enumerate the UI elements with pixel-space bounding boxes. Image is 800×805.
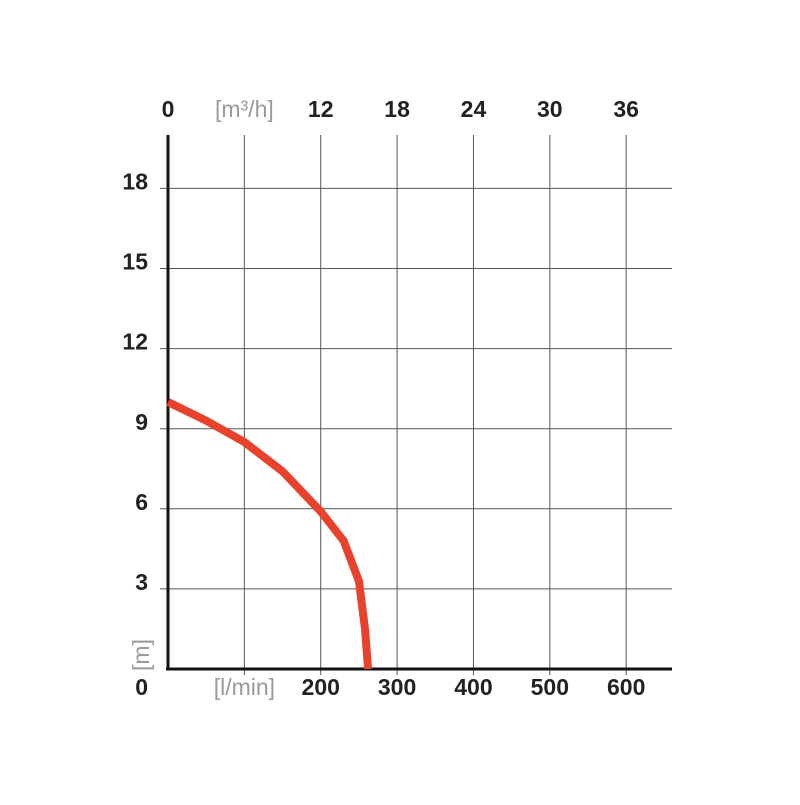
x2-tick-label: 24 [461, 96, 487, 122]
x-tick-label: 400 [454, 674, 492, 700]
y-tick-label: 3 [135, 569, 148, 595]
pump-curve [166, 398, 373, 670]
y-axis-label: [m] [128, 639, 154, 671]
x-tick-label: 200 [302, 674, 340, 700]
y-tick-label: 6 [135, 489, 148, 515]
x-tick-label: 300 [378, 674, 416, 700]
x2-tick-label: [m³/h] [215, 96, 274, 122]
x2-tick-label: 18 [384, 96, 410, 122]
x2-tick-label: 0 [162, 96, 175, 122]
y-tick-label: 12 [122, 329, 148, 355]
x2-tick-label: 30 [537, 96, 563, 122]
x-tick-label: 600 [607, 674, 645, 700]
x-tick-label: 500 [531, 674, 569, 700]
y-tick-label: 9 [135, 409, 148, 435]
x2-tick-label: 12 [308, 96, 334, 122]
y-tick-label: 18 [122, 168, 148, 194]
x-tick-label: [l/min] [214, 674, 275, 700]
y-tick-label: 15 [122, 249, 148, 275]
x2-tick-label: 36 [613, 96, 639, 122]
y-tick-label: 0 [135, 674, 148, 700]
